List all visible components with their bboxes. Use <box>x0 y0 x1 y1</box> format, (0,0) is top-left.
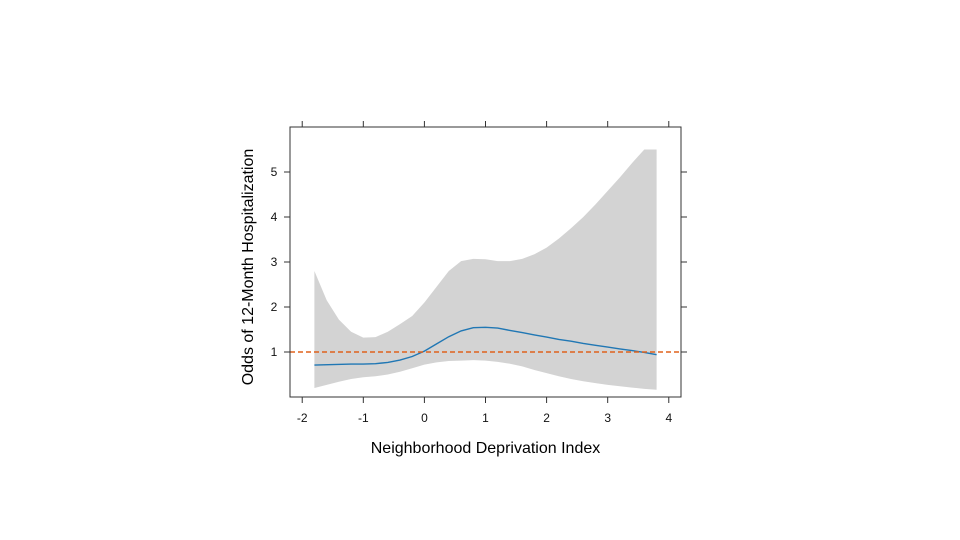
series-line-0 <box>314 326 657 366</box>
x-tick-label: -1 <box>358 411 369 425</box>
y-axis-title: Odds of 12-Month Hospitalization <box>240 149 257 386</box>
series-line-layer <box>314 326 657 366</box>
y-tick-label: 1 <box>271 345 278 359</box>
x-tick-label: 2 <box>543 411 550 425</box>
confidence-band-layer <box>314 149 657 390</box>
x-tick-label: 0 <box>421 411 428 425</box>
y-tick-label: 3 <box>271 255 278 269</box>
confidence-band <box>314 149 657 390</box>
axis-ticks: -2 -1 0 1 2 3 4 1 2 3 4 5 <box>271 121 687 425</box>
y-tick-label: 2 <box>271 300 278 314</box>
x-axis-title: Neighborhood Deprivation Index <box>371 440 600 457</box>
x-tick-label: 4 <box>665 411 672 425</box>
x-tick-label: 3 <box>604 411 611 425</box>
x-tick-label: -2 <box>297 411 308 425</box>
y-tick-label: 4 <box>271 210 278 224</box>
y-tick-label: 5 <box>271 165 278 179</box>
x-tick-label: 1 <box>482 411 489 425</box>
